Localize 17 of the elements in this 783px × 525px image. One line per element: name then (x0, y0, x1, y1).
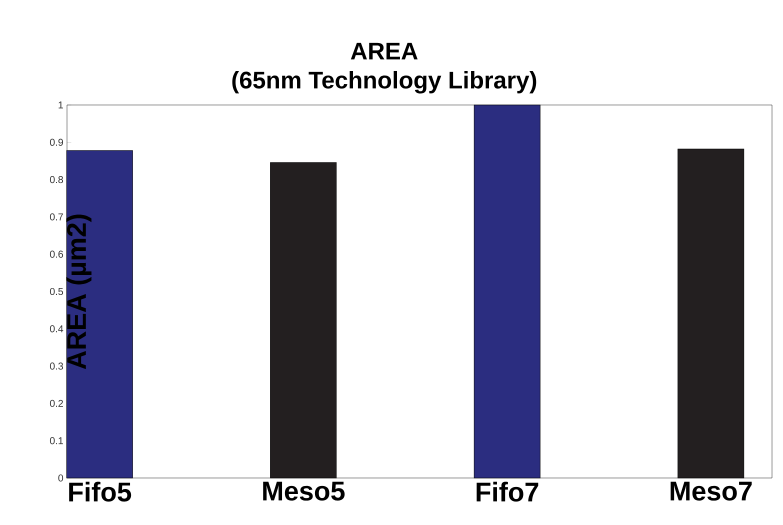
y-tick-label: 0.7 (50, 213, 63, 220)
y-tick-label: 0.6 (50, 250, 64, 258)
y-tick-label: 0.1 (50, 437, 63, 444)
x-tick-label: Meso7 (670, 482, 752, 501)
x-tick-label: Meso5 (263, 482, 345, 501)
y-tick-label: 0.3 (50, 362, 64, 370)
y-tick-label: 1 (58, 102, 63, 108)
y-tick-label: 0.9 (50, 138, 64, 146)
y-tick-label: 0 (58, 474, 64, 482)
y-tick-label: 0.8 (50, 176, 64, 184)
chart-title: AREA (65nm Technology Library) (232, 42, 536, 94)
y-tick-label: 0.5 (50, 288, 64, 296)
x-tick-label: Fifo7 (476, 482, 538, 502)
y-axis-title: AREA (µm2) (66, 214, 92, 370)
y-tick-label: 0.4 (50, 325, 64, 332)
y-tick-label: 0.2 (50, 400, 63, 407)
x-tick-label: Fifo5 (69, 482, 132, 502)
